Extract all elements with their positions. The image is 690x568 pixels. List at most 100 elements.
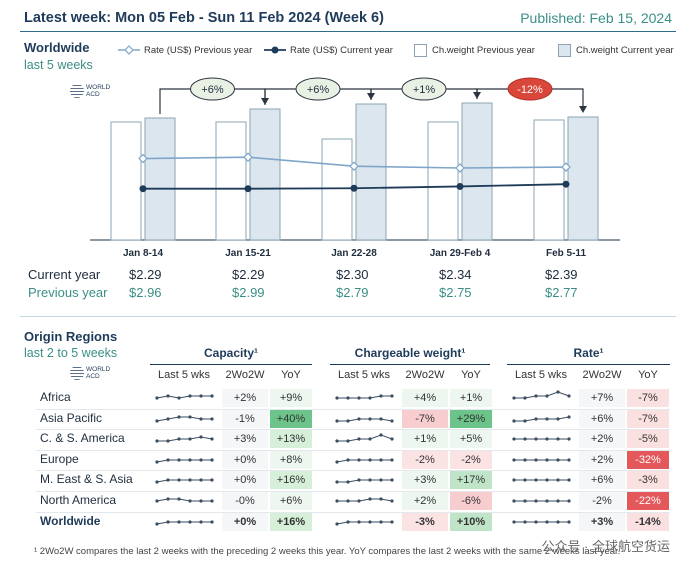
yoy-change: +17% (450, 471, 492, 490)
change-callout-label: +6% (307, 84, 330, 96)
sparkline-point (390, 519, 394, 524)
sparkline (335, 519, 394, 526)
yoy-change: +1% (450, 389, 492, 407)
rate-current-value: $2.29 (232, 267, 265, 282)
sparkline-point (567, 414, 571, 419)
sparkline (335, 497, 394, 503)
rate-previous-value: $2.99 (232, 285, 265, 300)
group-header: Chargeable weight¹ (354, 346, 466, 360)
sparkline-point (155, 521, 159, 526)
sparkline-point (199, 499, 203, 503)
sparkline (155, 394, 214, 400)
sparkline (512, 458, 571, 462)
two-week-change: -1% (222, 409, 268, 428)
sparkline-point (188, 478, 192, 482)
sparkline-point (512, 458, 516, 462)
sparkline (155, 519, 214, 526)
sparkline (155, 414, 214, 423)
sparkline-point (166, 519, 170, 524)
two-week-change: +0% (222, 512, 268, 531)
sparkline-point (155, 480, 159, 484)
sparkline-point (556, 499, 560, 503)
sparkline-point (210, 478, 214, 482)
two-week-change: +4% (402, 389, 448, 407)
bar-current-year (461, 102, 493, 241)
sparkline-point (335, 480, 339, 484)
sparkline-path (156, 416, 212, 422)
bar-previous-year (533, 119, 565, 241)
sparkline (512, 414, 571, 423)
legend-label-weight-prev: Ch.weight Previous year (432, 44, 535, 56)
sparkline-point (523, 437, 527, 441)
sparkline-path (156, 459, 212, 463)
sparkline-path (156, 498, 212, 502)
bar-current-year (355, 103, 387, 241)
rate-current-value: $2.39 (545, 267, 578, 282)
sparkline-point (379, 458, 383, 462)
sparkline (155, 497, 214, 503)
sparkline-path (337, 498, 393, 502)
sparkline-point (346, 499, 350, 503)
sparkline (335, 458, 394, 464)
sparkline-path (156, 395, 212, 399)
sparkline-point (335, 499, 339, 503)
sparkline-point (199, 478, 203, 482)
region-label: North America (40, 493, 117, 507)
sparkline-point (335, 460, 339, 464)
sparkline-point (166, 416, 170, 421)
change-callout-label: +1% (413, 84, 436, 96)
sparkline-point (188, 437, 192, 441)
group-header-rule (507, 364, 670, 365)
sparkline-point (335, 439, 339, 443)
sparkline (335, 416, 394, 423)
sparkline-point (390, 394, 394, 398)
yoy-change: -22% (627, 492, 669, 510)
sparkline-point (556, 437, 560, 441)
sparkline-path (336, 459, 392, 463)
sparkline-point (534, 416, 538, 421)
sparkline-path (337, 395, 392, 399)
sparkline-point (567, 458, 571, 462)
yoy-change: +8% (270, 450, 312, 469)
logo-line-2: ACD (86, 91, 100, 98)
sparkline-point (567, 437, 571, 441)
region-label: Asia Pacific (40, 410, 103, 425)
current-year-row: Current year $2.29 $2.29 $2.30 $2.34 $2.… (0, 267, 690, 283)
yoy-change: -3% (627, 471, 669, 490)
sparkline-path (337, 418, 393, 422)
sparkline (335, 478, 394, 484)
sparkline-point (166, 439, 170, 443)
sparkline-path (514, 416, 570, 422)
sparkline-point (545, 499, 549, 503)
sparkline-point (534, 478, 538, 482)
yoy-change: +40% (270, 409, 312, 428)
two-week-change: +7% (579, 389, 625, 407)
sparkline (512, 499, 571, 503)
legend-item-weight-cur: Ch.weight Current year (558, 43, 674, 57)
sparkline-point (188, 499, 192, 503)
sparkline-point (346, 439, 350, 443)
sparkline-point (188, 519, 192, 524)
sparkline-point (368, 458, 372, 462)
sparkline-point (166, 458, 170, 462)
origin-title: Origin Regions (24, 329, 118, 344)
group-header: Rate¹ (573, 346, 604, 360)
yoy-change: +13% (270, 430, 312, 449)
rate-previous-point (138, 153, 148, 164)
legend-item-rate-cur: Rate (US$) Current year (264, 43, 393, 57)
sparkline (512, 478, 571, 482)
sparkline-point (210, 437, 214, 441)
two-week-change: +0% (222, 450, 268, 469)
row-separator (36, 470, 670, 472)
sparkline-point (155, 460, 159, 464)
sparkline-path (157, 436, 213, 442)
sparkline (512, 390, 571, 400)
yoy-change: +10% (450, 512, 492, 531)
sparkline (512, 519, 571, 524)
header-divider (20, 31, 676, 32)
sub-header: 2Wo2W (405, 369, 445, 381)
worldacd-logo-bottom: WORLD ACD (70, 366, 110, 380)
group-header: Capacity¹ (203, 346, 259, 360)
legend-label-rate-cur: Rate (US$) Current year (290, 44, 393, 56)
sparkline-point (545, 478, 549, 482)
